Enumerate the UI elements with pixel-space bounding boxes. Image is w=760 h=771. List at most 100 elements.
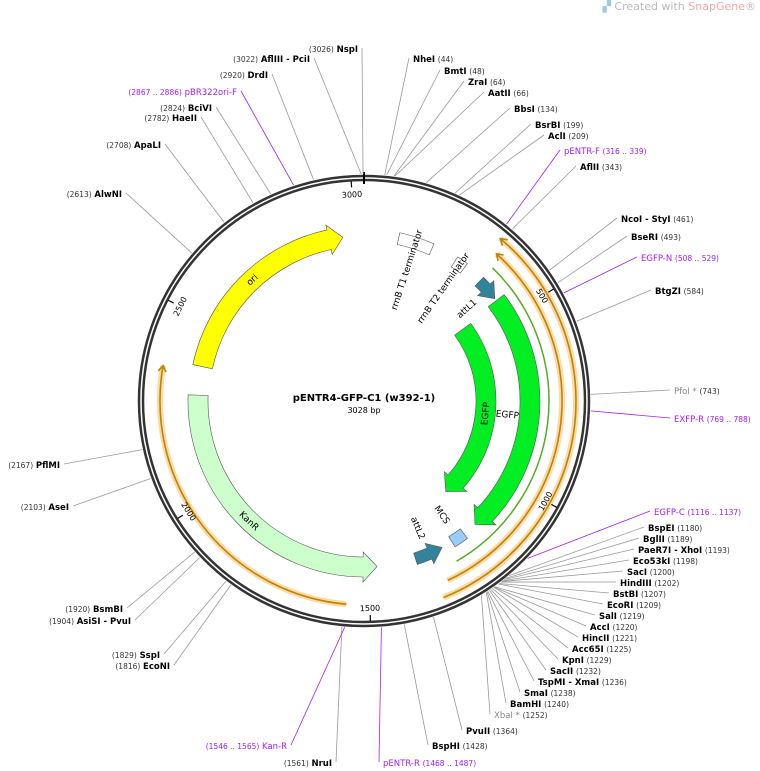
site-label-bcivi: (2824) BciVI [160, 104, 212, 114]
feature-label: EGFP [480, 401, 492, 426]
feature-rrnb-t1-terminator: rrnB T1 terminator [390, 228, 435, 311]
site-name: DrdI [248, 71, 269, 81]
site-position: (493) [661, 233, 681, 242]
site-line [454, 123, 532, 194]
site-name: NcoI - StyI [621, 215, 671, 225]
site-label-haeii: (2782) HaeII [144, 114, 197, 124]
site-position: (1202) [654, 579, 679, 588]
site-line [505, 537, 640, 579]
site-label-saci: SacI (1200) [627, 568, 675, 578]
site-position: (1364) [493, 727, 518, 736]
site-label-asisi-pvui: (1904) AsiSI - PvuI [49, 617, 131, 627]
site-line [590, 389, 671, 395]
site-line [490, 589, 559, 660]
orange-arc-outer [443, 237, 577, 599]
site-label-xbai-: XbaI * (1252) [494, 711, 548, 721]
site-line [290, 627, 346, 746]
site-position: (44) [438, 55, 453, 64]
site-position: (743) [699, 387, 719, 396]
site-position: (2708) [106, 141, 131, 150]
site-name: HaeII [172, 114, 197, 124]
feature-shape [396, 232, 435, 256]
feature-label: EGFP [495, 409, 520, 421]
site-label-sspi: (1829) SspI [112, 651, 160, 661]
site-position: (3022) [233, 55, 258, 64]
site-position: (1229) [587, 656, 612, 665]
site-position: (2613) [67, 190, 92, 199]
tick-label: 2000 [179, 501, 197, 523]
tick-label: 2500 [172, 295, 189, 317]
site-line [215, 106, 272, 195]
site-name: AclI [548, 132, 566, 142]
site-name: AccI [590, 623, 610, 633]
site-position: (2167) [8, 461, 33, 470]
site-label-nhei: NheI (44) [413, 55, 453, 65]
site-line [240, 90, 294, 186]
site-line [386, 69, 441, 176]
site-name: SalI [599, 612, 617, 622]
site-position: (1236) [602, 678, 627, 687]
site-line [487, 591, 535, 682]
site-label-ecori: EcoRI (1209) [607, 601, 661, 611]
site-position: (1252) [523, 711, 548, 720]
site-position: (199) [563, 121, 583, 130]
snapgene-brand: ▞ Created with SnapGene® [602, 0, 756, 13]
site-label-bstbi: BstBI (1207) [613, 590, 666, 600]
site-label-egfp-c: EGFP-C (1116 .. 1137) [654, 508, 741, 518]
site-position: (1904) [49, 617, 74, 626]
site-label-bbsi: BbsI (134) [514, 105, 558, 115]
site-position: (1238) [551, 689, 576, 698]
feature-ori: ori [192, 224, 344, 370]
site-line [481, 595, 491, 715]
site-name: Acc65I [572, 645, 604, 655]
site-name: pENTR-R [383, 759, 420, 769]
site-name: pBR322ori-F [185, 88, 237, 98]
site-position: (2867 .. 2886) [128, 88, 182, 97]
site-line [63, 449, 143, 465]
site-name: BmtI [444, 67, 467, 77]
site-label-drdi: (2920) DrdI [220, 71, 268, 81]
site-line [486, 591, 521, 693]
feature-shape [413, 543, 443, 565]
site-label-bsmbi: (1920) BsmBI [65, 605, 123, 615]
site-line [504, 548, 635, 580]
green-arc [456, 267, 550, 562]
site-position: (1232) [576, 667, 601, 676]
orange-arc-middle-arrowhead [495, 252, 504, 261]
site-line [576, 289, 652, 322]
site-name: EGFP-N [641, 254, 672, 264]
feature-shape [443, 322, 497, 492]
site-name: BspHI [432, 742, 460, 752]
site-label-acc65i: Acc65I (1225) [572, 645, 631, 655]
feature-kanr: KanR [187, 394, 378, 583]
site-name: Kan-R [262, 742, 287, 752]
site-position: (2103) [21, 503, 46, 512]
site-line [527, 510, 651, 559]
site-name: BtgZI [655, 287, 681, 297]
site-position: (1816) [115, 662, 140, 671]
site-label-ncoi-styi: NcoI - StyI (461) [621, 215, 693, 225]
site-position: (1829) [112, 651, 137, 660]
site-position: (2920) [220, 71, 245, 80]
site-position: (2824) [160, 104, 185, 113]
site-name: BstBI [613, 590, 638, 600]
tick-mark [547, 288, 554, 293]
site-label-bglii: BglII (1189) [643, 535, 693, 545]
site-labels: NheI (44)BmtI (48)ZraI (64)AatII (66)Bbs… [8, 45, 751, 769]
site-line [549, 217, 618, 271]
site-position: (584) [684, 287, 704, 296]
site-name: SspI [140, 651, 160, 661]
site-line [498, 583, 604, 605]
site-line [271, 73, 314, 180]
site-name: BamHI [510, 700, 541, 710]
site-position: (1198) [673, 557, 698, 566]
site-position: (1428) [463, 742, 488, 751]
site-name: AseI [48, 503, 69, 513]
tick-mark [551, 503, 557, 508]
site-line [498, 583, 610, 594]
site-line [403, 624, 429, 746]
site-name: BsmBI [93, 605, 123, 615]
feature-label: attL1 [455, 298, 479, 321]
site-label-alwni: (2613) AlwNI [67, 190, 122, 200]
site-name: PvuII [466, 727, 490, 737]
